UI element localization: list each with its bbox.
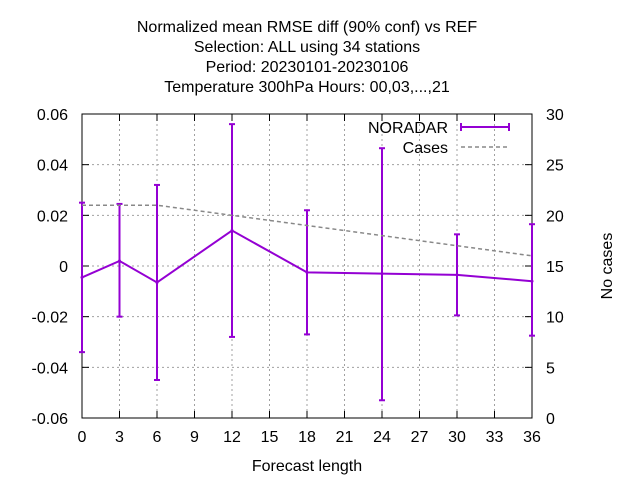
title-line: Temperature 300hPa Hours: 00,03,...,21	[164, 79, 450, 96]
chart-title: Normalized mean RMSE diff (90% conf) vs …	[137, 19, 477, 96]
x-tick-label: 18	[298, 429, 316, 446]
y2-tick-labels: 0 5 10 15 20 25 30	[546, 107, 564, 428]
y-tick-label: 0	[59, 259, 68, 276]
x-tick-label: 33	[486, 429, 504, 446]
x-tick-label: 9	[190, 429, 199, 446]
y2-tick-label: 15	[546, 259, 564, 276]
title-line: Period: 20230101-20230106	[206, 59, 409, 76]
data-point	[305, 270, 309, 274]
series-line	[82, 204, 533, 257]
legend-label: NORADAR	[368, 120, 448, 137]
y2-axis-label: No cases	[599, 233, 616, 300]
y2-tick-label: 5	[546, 360, 555, 377]
series-cases	[82, 204, 533, 257]
data-point	[530, 279, 534, 283]
data-point	[118, 259, 121, 263]
x-tick-label: 36	[523, 429, 541, 446]
x-tick-label: 24	[373, 429, 391, 446]
y-tick-labels: -0.06 -0.04 -0.02 0 0.02 0.04 0.06	[32, 107, 69, 428]
data-point	[380, 272, 384, 276]
legend: NORADAR Cases	[368, 120, 510, 157]
legend-label: Cases	[403, 140, 448, 157]
x-tick-label: 30	[448, 429, 466, 446]
y-tick-label: -0.04	[32, 360, 69, 377]
title-line: Selection: ALL using 34 stations	[194, 39, 420, 56]
data-point	[80, 275, 84, 279]
y-tick-label: 0.02	[37, 208, 68, 225]
data-point	[230, 229, 234, 233]
series-line	[81, 229, 533, 284]
y-tick-label: -0.06	[32, 411, 69, 428]
axis-ticks	[81, 113, 533, 419]
data-point	[455, 273, 459, 277]
x-tick-label: 21	[336, 429, 354, 446]
x-tick-label: 12	[223, 429, 241, 446]
data-point	[155, 280, 159, 284]
y-tick-label: -0.02	[32, 310, 69, 327]
x-tick-labels: 0 3 6 9 12 15 18 21 24 27 30 33 36	[78, 429, 541, 446]
x-tick-label: 27	[411, 429, 429, 446]
title-line: Normalized mean RMSE diff (90% conf) vs …	[137, 19, 477, 36]
series-noradar	[79, 123, 535, 402]
x-tick-label: 6	[153, 429, 162, 446]
x-tick-label: 3	[115, 429, 124, 446]
x-tick-label: 15	[261, 429, 279, 446]
y2-tick-label: 30	[546, 107, 564, 124]
y2-tick-label: 0	[546, 411, 555, 428]
y2-tick-label: 10	[546, 310, 564, 327]
x-axis-label: Forecast length	[252, 458, 362, 475]
y-tick-label: 0.04	[37, 158, 68, 175]
x-tick-label: 0	[78, 429, 87, 446]
y2-tick-label: 25	[546, 158, 564, 175]
y2-tick-label: 20	[546, 208, 564, 225]
y-tick-label: 0.06	[37, 107, 68, 124]
series	[79, 123, 535, 402]
